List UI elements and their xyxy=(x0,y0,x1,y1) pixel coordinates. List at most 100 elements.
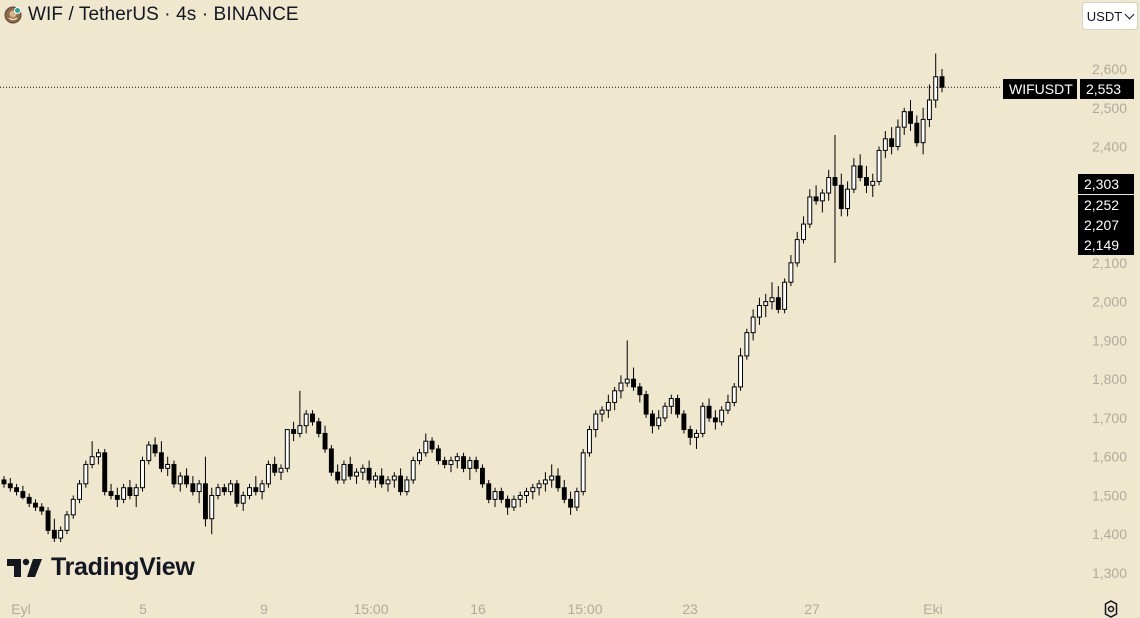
candle-body xyxy=(801,223,806,241)
candles-group xyxy=(1,53,945,542)
candle-body xyxy=(39,506,45,512)
y-tick-label: 1,500 xyxy=(1092,487,1127,503)
price-tag: 2,252 xyxy=(1078,195,1134,215)
candle-body xyxy=(794,239,800,264)
candle-body xyxy=(681,413,687,431)
candle-body xyxy=(272,463,278,473)
candle-body xyxy=(133,487,139,496)
candle-body xyxy=(813,196,819,202)
candle-body xyxy=(77,483,82,500)
candle-body xyxy=(826,177,832,194)
candle-body xyxy=(253,487,259,493)
x-tick-label: 15:00 xyxy=(567,601,602,617)
x-tick-label: 27 xyxy=(804,601,820,617)
candle-body xyxy=(807,196,813,225)
candle-body xyxy=(492,491,498,500)
wif-coin-icon[interactable] xyxy=(4,6,22,24)
candle-body xyxy=(712,417,718,423)
candle-body xyxy=(228,483,234,493)
candle-body xyxy=(51,529,57,539)
candle-body xyxy=(423,440,429,454)
candle-body xyxy=(612,390,618,403)
candle-body xyxy=(347,463,353,477)
candle-body xyxy=(580,452,586,493)
candle-body xyxy=(291,429,297,434)
candle-body xyxy=(706,405,712,419)
currency-select[interactable]: USDT xyxy=(1082,2,1138,30)
candle-body xyxy=(870,180,876,186)
y-tick-label: 2,400 xyxy=(1092,139,1127,155)
candle-body xyxy=(549,475,555,481)
candle-body xyxy=(146,444,152,462)
candle-body xyxy=(70,498,76,516)
last-price-symbol: WIFUSDT xyxy=(1009,81,1073,97)
price-tag-value: 2,252 xyxy=(1084,197,1120,213)
candle-body xyxy=(524,491,529,496)
candle-body xyxy=(108,491,114,496)
candle-body xyxy=(448,460,454,465)
candle-body xyxy=(624,378,630,384)
x-axis: Eyl 5 9 15:00 16 15:00 23 27 Eki xyxy=(11,601,942,617)
price-tag: 2,303 xyxy=(1078,174,1134,194)
candle-body xyxy=(316,421,322,434)
candle-body xyxy=(819,192,825,202)
candle-body xyxy=(744,332,750,357)
candle-body xyxy=(593,413,599,431)
candle-body xyxy=(410,460,416,481)
candle-body xyxy=(914,122,920,144)
candle-body xyxy=(605,401,611,411)
candle-body xyxy=(587,429,592,454)
candle-body xyxy=(775,297,781,310)
candle-body xyxy=(454,456,460,462)
candle-body xyxy=(114,494,120,500)
last-price-symbol-tag: WIFUSDT xyxy=(1003,79,1077,99)
price-tag: 2,207 xyxy=(1078,215,1134,235)
candle-body xyxy=(215,487,221,496)
candle-body xyxy=(209,494,215,520)
y-tick-label: 1,700 xyxy=(1092,410,1127,426)
candle-body xyxy=(649,413,655,427)
logo-text: TradingView xyxy=(51,553,195,581)
candle-body xyxy=(864,177,869,186)
candle-body xyxy=(1,479,7,485)
candle-body xyxy=(530,487,536,493)
candle-body xyxy=(656,417,662,427)
candle-body xyxy=(700,405,706,434)
candle-body xyxy=(618,382,624,392)
candle-body xyxy=(926,99,932,120)
candle-body xyxy=(889,138,895,148)
last-price-value: 2,553 xyxy=(1086,81,1122,97)
candle-body xyxy=(372,475,378,481)
candle-body xyxy=(429,440,435,450)
y-tick-label: 1,400 xyxy=(1092,526,1127,542)
candle-body xyxy=(788,262,794,283)
candle-body xyxy=(89,456,95,465)
candle-body xyxy=(58,529,64,539)
candle-body xyxy=(933,76,939,101)
candle-body xyxy=(838,184,844,210)
candle-body xyxy=(920,118,926,144)
candle-body xyxy=(398,475,404,493)
currency-label: USDT xyxy=(1086,8,1123,24)
candle-body xyxy=(202,483,208,520)
candle-body xyxy=(121,487,127,500)
candle-body xyxy=(574,491,580,508)
candle-body xyxy=(725,401,731,411)
candle-body xyxy=(158,452,164,469)
candle-body xyxy=(668,398,674,407)
candle-body xyxy=(102,452,108,493)
candle-body xyxy=(882,138,888,151)
tradingview-logo[interactable]: TradingView xyxy=(7,553,195,582)
candle-body xyxy=(404,479,410,493)
y-tick-label: 1,900 xyxy=(1092,332,1127,348)
candle-body xyxy=(322,432,328,450)
candle-body xyxy=(83,463,89,485)
candle-body xyxy=(152,444,158,454)
symbol-title[interactable]: WIF / TetherUS · 4s · BINANCE xyxy=(28,4,299,25)
candle-body xyxy=(190,483,196,493)
settings-icon[interactable] xyxy=(1102,600,1120,618)
candle-body xyxy=(568,498,574,508)
candle-body xyxy=(473,460,479,469)
candle-body xyxy=(561,487,567,500)
